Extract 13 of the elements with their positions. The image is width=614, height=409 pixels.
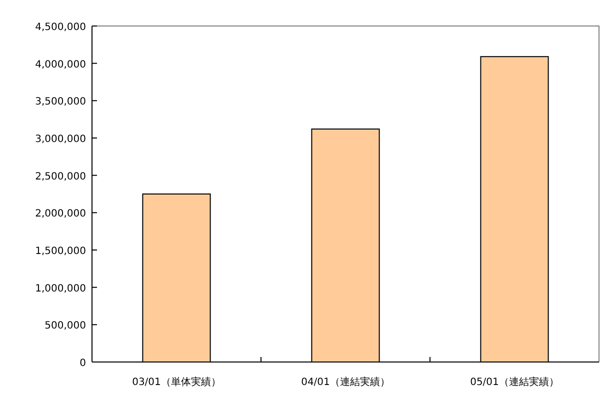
y-tick-label: 1,000,000 [35, 283, 86, 294]
y-tick-label: 3,000,000 [35, 134, 86, 145]
x-tick-label: 03/01（単体実績） [132, 376, 221, 388]
y-tick-label: 2,500,000 [35, 171, 86, 182]
y-tick-label: 0 [80, 358, 86, 369]
y-tick-label: 1,500,000 [35, 246, 86, 257]
y-tick-label: 3,500,000 [35, 96, 86, 108]
y-tick-label: 2,000,000 [35, 208, 86, 220]
y-tick-label: 4,500,000 [35, 22, 86, 33]
x-tick-label: 04/01（連結実績） [301, 376, 390, 388]
x-tick-label: 05/01（連結実績） [470, 376, 559, 388]
y-tick-label: 500,000 [44, 320, 86, 332]
y-tick-label: 4,000,000 [35, 59, 86, 70]
